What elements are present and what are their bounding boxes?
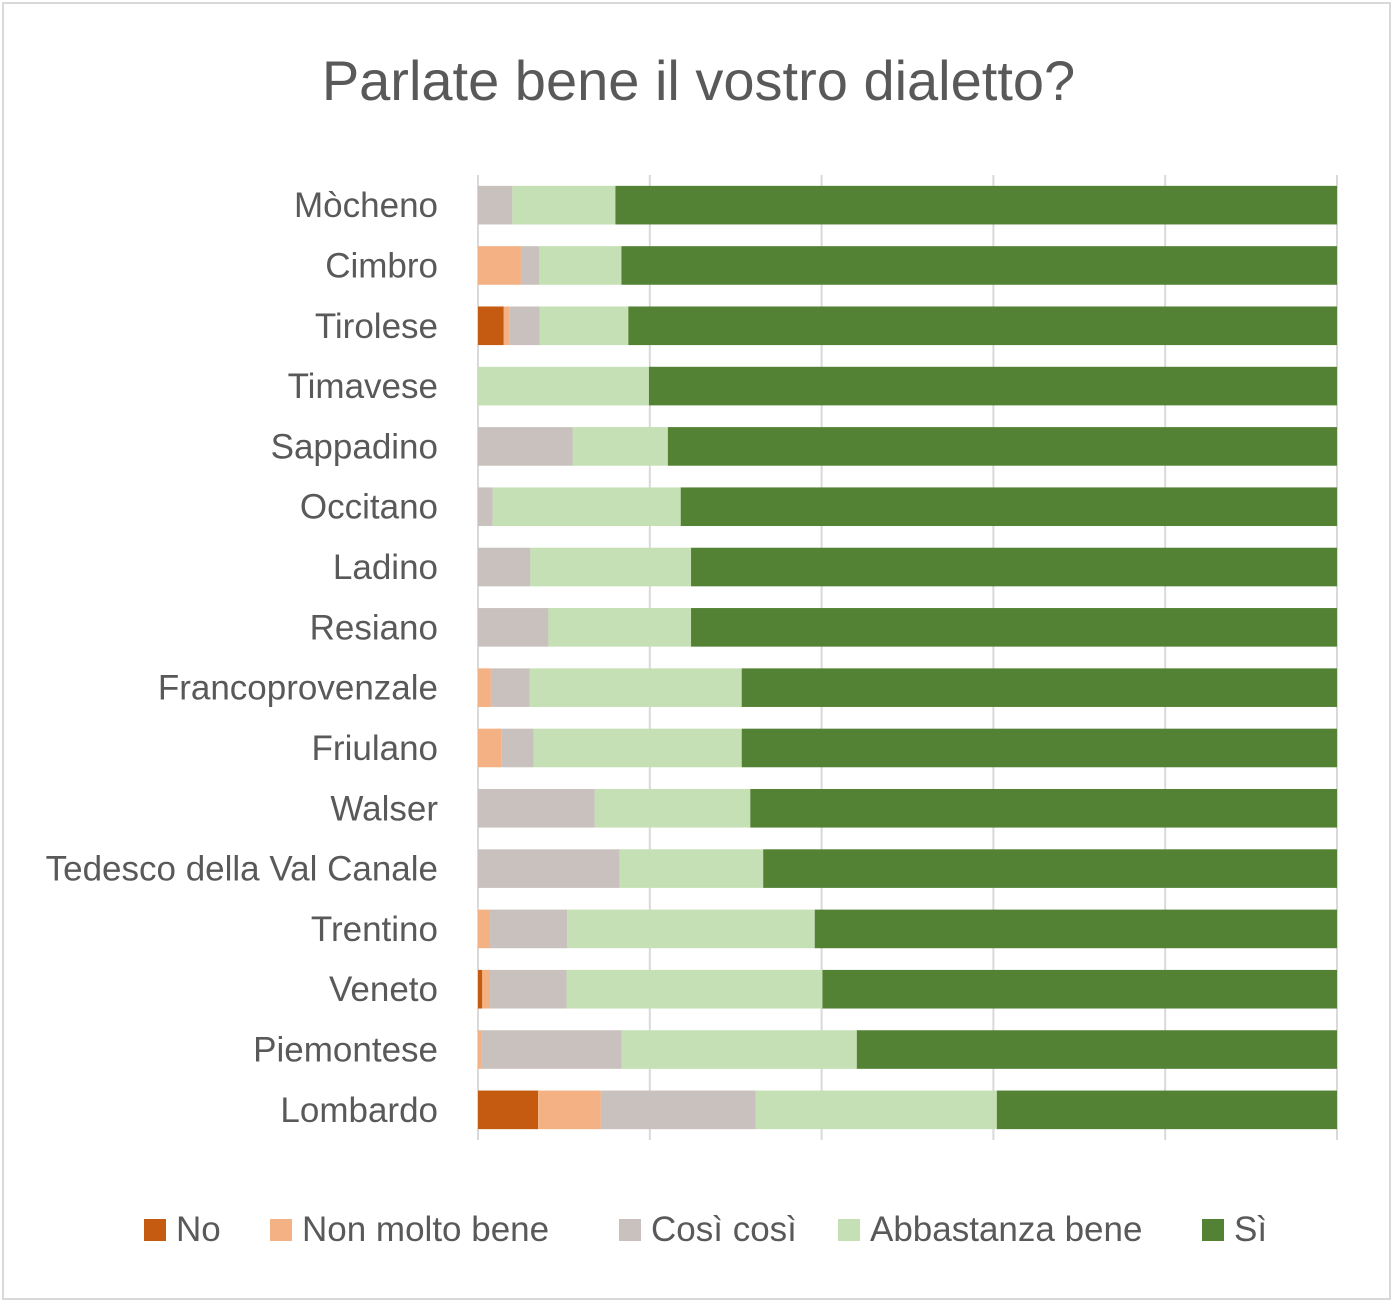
bar-segment [539, 306, 629, 346]
legend-label: Abbastanza bene [870, 1210, 1143, 1249]
bar-segment [763, 849, 1337, 888]
bar-segment [667, 427, 1337, 466]
category-label: Friulano [312, 729, 438, 768]
bar-segment [594, 788, 751, 828]
bar-segment [478, 366, 649, 406]
bar-segment [567, 909, 815, 949]
bar-segment [478, 1030, 482, 1069]
category-label: Trentino [311, 910, 438, 949]
bar-segment [572, 427, 668, 466]
bar-segment [478, 246, 521, 285]
bar-segment [680, 487, 1337, 527]
category-label: Sappadino [271, 427, 438, 466]
category-label: Mòcheno [294, 186, 438, 225]
bar-segment [478, 668, 491, 707]
bar-segment [533, 728, 742, 768]
bar-segment [490, 969, 567, 1009]
bar-segment [478, 788, 595, 828]
bar-segment [478, 487, 493, 527]
bar-segment [478, 728, 502, 768]
category-label: Tirolese [315, 307, 438, 346]
bar-segment [750, 788, 1337, 828]
bar-segment [512, 185, 616, 225]
bar-segment [478, 608, 549, 647]
bar-segment [503, 306, 510, 346]
bar-segment [538, 246, 622, 285]
bar-segment [814, 909, 1337, 949]
chart-title: Parlate bene il vostro dialetto? [321, 49, 1076, 112]
chart-legend: No Non molto bene Così così Abbastanza bene… [0, 1205, 1397, 1255]
bar-segment [621, 246, 1337, 285]
bar-segment [478, 185, 513, 225]
bar-segment [520, 246, 539, 285]
bar-segment [755, 1090, 997, 1130]
bar-segment [628, 306, 1337, 346]
bar-segment [509, 306, 540, 346]
bar-segment [566, 969, 823, 1009]
category-label: Tedesco della Val Canale [46, 850, 438, 889]
bar-segment [548, 608, 692, 647]
category-label: Walser [330, 789, 438, 828]
bar-segment [478, 427, 573, 466]
bar-segment [492, 487, 681, 527]
legend-item: Così così [619, 1205, 797, 1255]
bar-segment [621, 1030, 857, 1069]
legend-swatch [838, 1219, 860, 1241]
bar-segment [478, 849, 620, 888]
bar-segment [691, 608, 1337, 647]
bar-segment [482, 969, 491, 1009]
legend-item: Abbastanza bene [838, 1205, 1142, 1255]
category-label: Resiano [310, 608, 438, 647]
bar-segment [822, 969, 1337, 1009]
legend-item: Non molto bene [270, 1205, 549, 1255]
legend-item: Sì [1202, 1205, 1267, 1255]
category-label: Ladino [333, 548, 438, 587]
category-label: Francoprovenzale [158, 669, 438, 708]
bar-segment [481, 1030, 622, 1069]
bar-segment [741, 728, 1337, 768]
bar-segment [530, 547, 692, 587]
legend-swatch [144, 1219, 166, 1241]
legend-label: Sì [1234, 1210, 1268, 1249]
bar-segment [691, 547, 1337, 587]
category-label: Lombardo [280, 1091, 438, 1130]
bar-segment [615, 185, 1337, 225]
legend-swatch [270, 1219, 292, 1241]
category-label: Cimbro [325, 246, 438, 285]
bar-segment [619, 849, 764, 888]
bar-segment [538, 1090, 601, 1130]
bar-segment [478, 969, 483, 1009]
bar-segment [478, 306, 504, 346]
bar-segment [490, 668, 530, 707]
legend-label: Non molto bene [302, 1210, 550, 1249]
bar-segment [501, 728, 534, 768]
legend-swatch [619, 1219, 641, 1241]
legend-label: No [176, 1210, 221, 1249]
category-label: Timavese [288, 367, 438, 406]
bar-segment [996, 1090, 1337, 1130]
legend-label: Così così [651, 1210, 797, 1249]
bar-segment [478, 1090, 539, 1130]
bar-segment [600, 1090, 756, 1130]
legend-swatch [1202, 1219, 1224, 1241]
bar-segment [490, 909, 568, 949]
bar-segment [741, 668, 1337, 707]
legend-item: No [144, 1205, 221, 1255]
bar-segment [478, 547, 531, 587]
category-label: Occitano [300, 488, 438, 527]
bar-segment [478, 909, 491, 949]
bar-segment [856, 1030, 1337, 1069]
category-label: Veneto [329, 970, 438, 1009]
bar-segment [648, 366, 1337, 406]
category-label: Piemontese [253, 1031, 438, 1070]
bar-segment [529, 668, 742, 707]
